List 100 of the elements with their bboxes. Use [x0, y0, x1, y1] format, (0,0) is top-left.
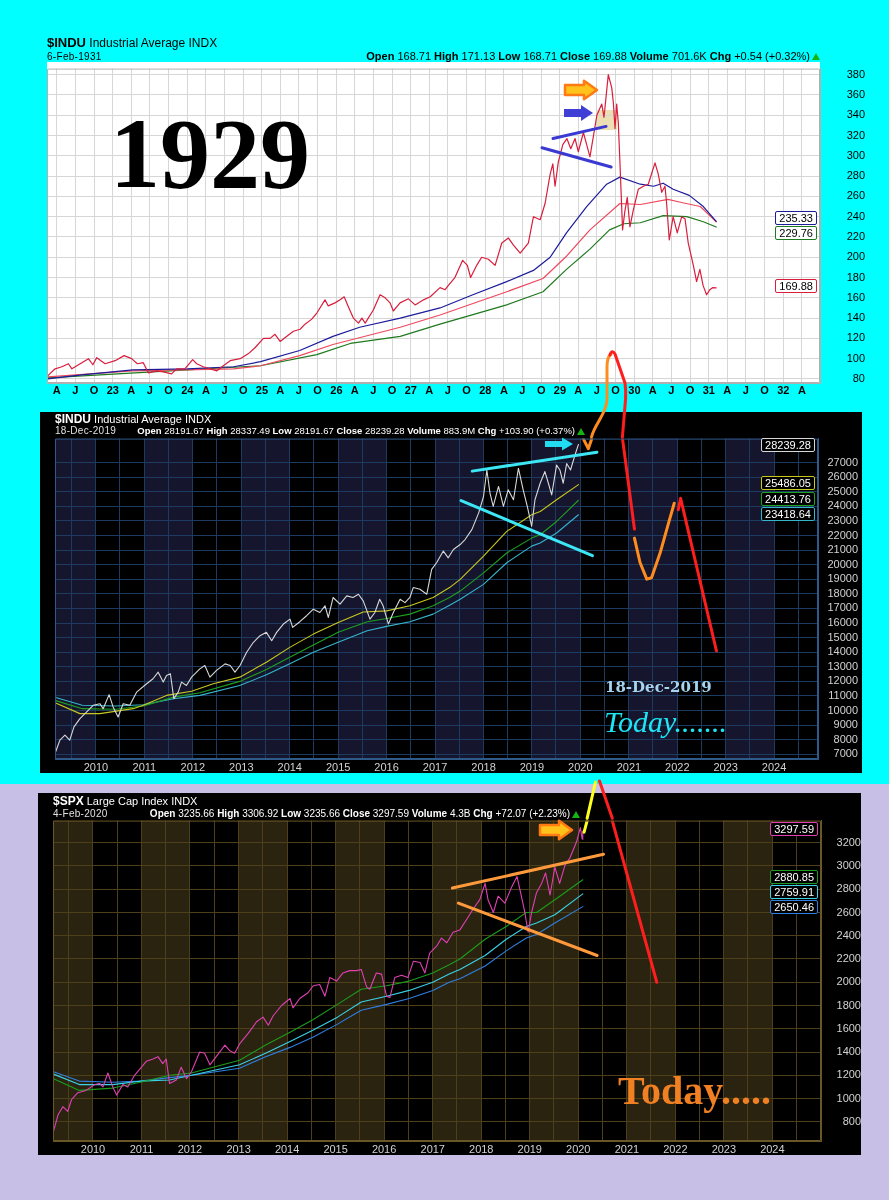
y-tick-label: 23000 — [827, 513, 858, 526]
x-tick-label: 2018 — [469, 1142, 494, 1155]
x-tick-label: O — [164, 383, 174, 396]
x-tick-label: 2015 — [325, 760, 351, 773]
x-tick-label: 32 — [777, 383, 790, 396]
y-tick-label: 340 — [846, 108, 865, 121]
y-tick-label: 100 — [846, 351, 865, 364]
x-tick-label: O — [387, 383, 397, 396]
text: Open 168.71 High 171.13 Low 168.71 Close 169.88 Volume 701.6K Chg +0.54 (+0.32%) — [366, 50, 810, 62]
y-tick-label: 200 — [846, 250, 865, 263]
chart-subtitle: 6-Feb-1931 — [47, 51, 102, 63]
x-tick-label: O — [536, 383, 546, 396]
x-tick-label: J — [519, 383, 526, 396]
y-tick-label: 14000 — [827, 645, 858, 658]
y-tick-label: 1000 — [836, 1091, 861, 1104]
x-tick-label: A — [276, 383, 285, 396]
x-tick-label: 26 — [330, 383, 343, 396]
y-tick-label: 21000 — [827, 543, 858, 556]
x-tick-label: 2016 — [374, 760, 399, 773]
y-tick-label: 11000 — [828, 689, 858, 701]
x-tick-label: 2010 — [83, 760, 109, 773]
y-tick-label: 3000 — [836, 858, 861, 871]
text: Open 3235.66 High 3306.92 Low 3235.66 Close 3297.59 Volume 4.3B Chg +72.07 (+2.23%) — [149, 808, 570, 819]
y-tick-label: 120 — [846, 331, 865, 344]
y-tick-label: 16000 — [827, 616, 858, 629]
y-tick-label: 280 — [846, 169, 865, 182]
annotation: 169.88 — [775, 279, 817, 293]
annotation: 24413.76 — [761, 492, 815, 506]
x-tick-label: 2020 — [566, 1142, 591, 1155]
x-tick-label: A — [648, 383, 657, 396]
annotation: 28239.28 — [761, 438, 815, 452]
y-tick-label: 160 — [846, 290, 865, 303]
y-tick-label: 19000 — [827, 572, 858, 585]
y-tick-label: 1800 — [836, 998, 861, 1011]
y-tick-label: 17000 — [827, 601, 858, 614]
y-tick-label: 1200 — [836, 1068, 861, 1081]
y-tick-label: 300 — [846, 148, 865, 161]
annotation: 2650.46 — [770, 900, 818, 914]
x-tick-label: J — [370, 383, 377, 396]
x-tick-label: A — [574, 383, 583, 396]
y-tick-label: 3200 — [836, 835, 861, 848]
y-tick-label: 15000 — [827, 630, 858, 643]
annotation: Today..... — [618, 1068, 772, 1113]
x-tick-label: 2012 — [177, 1142, 203, 1155]
x-tick-label: 2017 — [420, 1142, 445, 1155]
x-tick-label: 2024 — [761, 760, 787, 773]
annotation: 2880.85 — [770, 870, 818, 884]
y-tick-label: 2600 — [836, 905, 861, 918]
x-tick-label: 27 — [404, 383, 417, 396]
annotation: 25486.05 — [761, 476, 815, 490]
x-tick-label: 2022 — [665, 760, 690, 773]
x-tick-label: O — [760, 383, 770, 396]
x-tick-label: A — [499, 383, 508, 396]
x-tick-label: A — [425, 383, 434, 396]
y-tick-label: 240 — [846, 209, 865, 222]
x-tick-label: J — [593, 383, 600, 396]
x-tick-label: 2017 — [422, 760, 448, 773]
y-tick-label: 320 — [846, 128, 865, 141]
annotation: 1929 — [110, 98, 310, 209]
chart-title: $INDU Industrial Average INDX — [55, 412, 212, 426]
x-tick-label: 28 — [479, 383, 492, 396]
y-tick-label: 8000 — [833, 732, 858, 745]
x-tick-label: A — [201, 383, 210, 396]
x-tick-label: A — [723, 383, 732, 396]
y-tick-label: 2000 — [836, 975, 861, 988]
chart-subtitle: 4-Feb-2020 — [53, 808, 108, 820]
x-tick-label: 2014 — [274, 1142, 300, 1155]
x-tick-label: O — [685, 383, 695, 396]
x-tick-label: J — [295, 383, 302, 396]
x-tick-label: 2023 — [713, 760, 738, 773]
annotation: 229.76 — [775, 226, 817, 240]
x-tick-label: 2019 — [517, 1142, 542, 1155]
y-tick-label: 18000 — [827, 586, 858, 599]
x-tick-label: O — [238, 383, 248, 396]
x-tick-label: 2013 — [229, 760, 254, 773]
x-tick-label: A — [350, 383, 359, 396]
chart-subtitle: 18-Dec-2019 — [55, 425, 117, 437]
x-tick-label: O — [611, 383, 621, 396]
y-tick-label: 24000 — [827, 499, 858, 512]
y-tick-label: 9000 — [833, 718, 858, 731]
x-tick-label: A — [127, 383, 136, 396]
x-tick-label: J — [668, 383, 675, 396]
y-tick-label: 2800 — [836, 882, 861, 895]
x-tick-label: 2021 — [614, 1142, 640, 1155]
x-tick-label: 2010 — [80, 1142, 106, 1155]
y-tick-label: 180 — [846, 270, 865, 283]
x-tick-label: 2023 — [711, 1142, 737, 1155]
y-tick-label: 7000 — [833, 747, 858, 760]
y-tick-label: 13000 — [827, 659, 858, 672]
annotation: 235.33 — [775, 211, 817, 225]
x-tick-label: 2019 — [519, 760, 545, 773]
annotation: 3297.59 — [770, 822, 818, 836]
y-tick-label: 360 — [846, 88, 865, 100]
x-tick-label: 2016 — [371, 1142, 397, 1155]
x-tick-label: 2020 — [568, 760, 593, 773]
x-tick-label: 2012 — [180, 760, 206, 773]
chart-title: $SPX Large Cap Index INDX — [53, 794, 198, 808]
x-tick-label: 2014 — [277, 760, 302, 773]
x-tick-label: A — [797, 383, 806, 396]
y-tick-label: 140 — [846, 311, 865, 324]
